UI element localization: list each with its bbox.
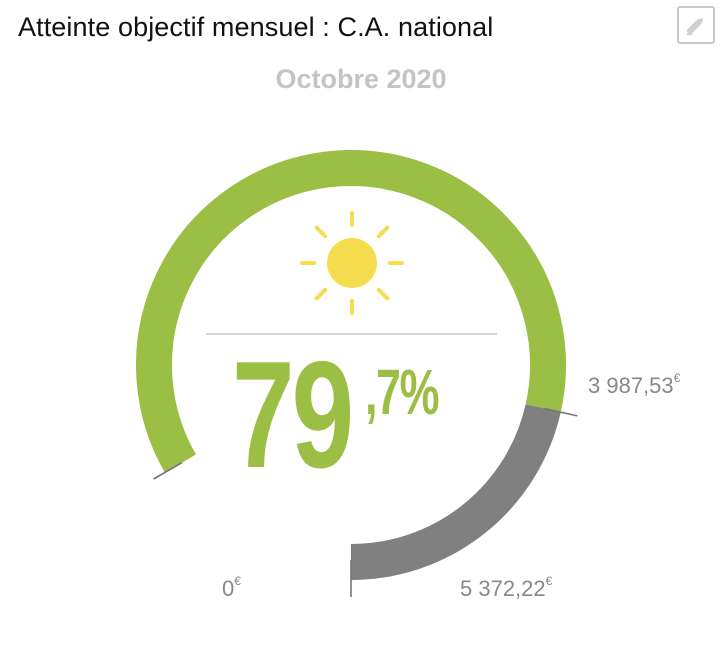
max-label: 5 372,22€ — [460, 574, 553, 601]
chart-subtitle: Octobre 2020 — [275, 64, 447, 94]
edit-button[interactable] — [677, 6, 715, 44]
edit-pencil-icon — [686, 17, 704, 35]
gauge-tick-value — [543, 407, 578, 417]
sun-icon — [300, 211, 404, 315]
sun-ray — [314, 225, 328, 239]
percent-decimal: ,7% — [365, 356, 439, 428]
sun-ray — [314, 287, 328, 301]
gauge-arc-remaining — [350, 404, 561, 580]
percent-integer: 79 — [232, 330, 354, 500]
value-label: 3 987,53€ — [588, 371, 681, 398]
page-title: Atteinte objectif mensuel : C.A. nationa… — [18, 12, 494, 42]
sun-ray — [376, 225, 390, 239]
gauge-arc-achieved — [136, 150, 566, 473]
percent-value: 79 ,7% — [232, 330, 439, 500]
min-label: 0€ — [222, 574, 241, 601]
sun-ray — [376, 287, 390, 301]
gauge-tick-min — [153, 461, 183, 480]
